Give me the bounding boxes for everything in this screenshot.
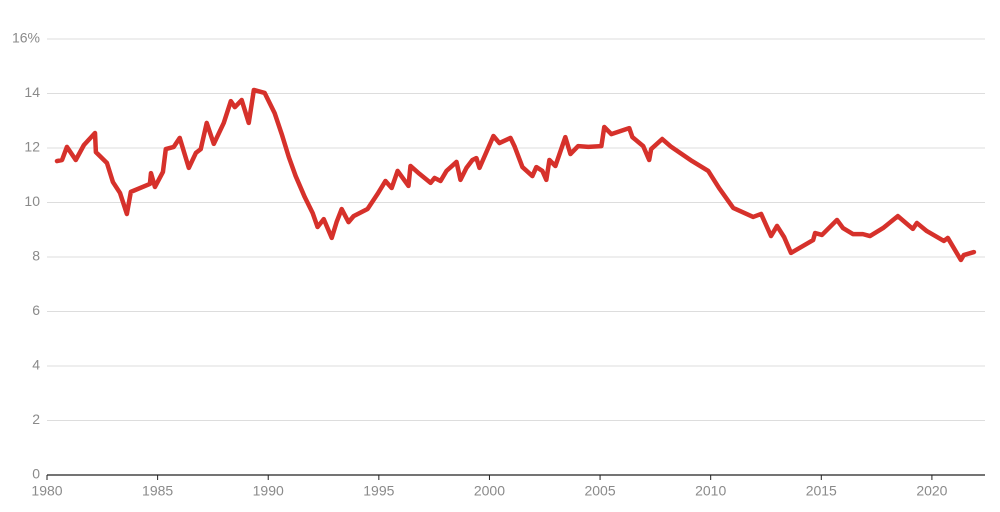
y-tick-label: 8 xyxy=(32,248,40,264)
y-tick-label: 12 xyxy=(24,139,40,155)
x-tick-label: 2020 xyxy=(916,483,947,499)
x-tick-label: 1980 xyxy=(31,483,62,499)
x-tick-label: 1995 xyxy=(363,483,394,499)
y-tick-label: 14 xyxy=(24,84,40,100)
x-tick-label: 2000 xyxy=(474,483,505,499)
x-tick-label: 2005 xyxy=(584,483,615,499)
y-tick-label: 6 xyxy=(32,302,40,318)
y-tick-label: 16% xyxy=(12,30,40,46)
data-line xyxy=(54,87,977,263)
x-tick-label: 1990 xyxy=(253,483,284,499)
y-tick-label: 4 xyxy=(32,357,40,373)
x-tick-label: 2015 xyxy=(806,483,837,499)
x-tick-label: 2010 xyxy=(695,483,726,499)
y-tick-label: 0 xyxy=(32,466,40,482)
y-tick-label: 10 xyxy=(24,193,40,209)
x-tick-label: 1985 xyxy=(142,483,173,499)
y-tick-label: 2 xyxy=(32,411,40,427)
